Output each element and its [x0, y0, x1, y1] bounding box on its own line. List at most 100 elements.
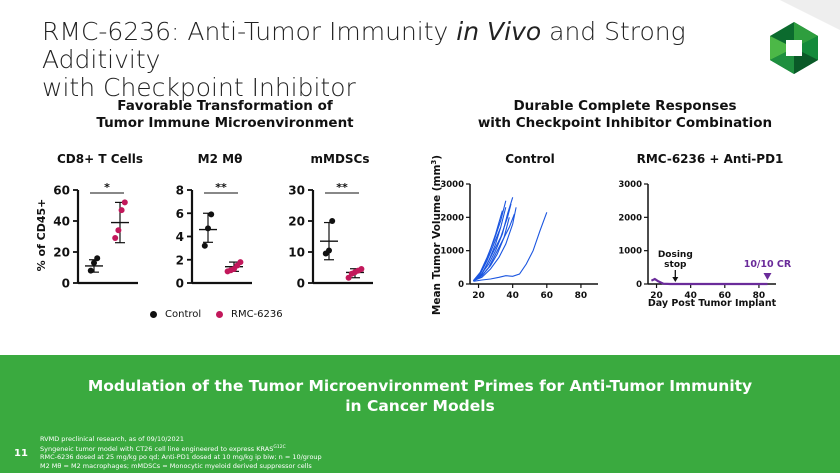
- y-tick-label: 2000: [440, 213, 464, 223]
- right-heading-line2: with Checkpoint Inhibitor Combination: [477, 115, 773, 131]
- y-tick-label: 2: [176, 253, 184, 267]
- right-heading-line1: Durable Complete Responses: [513, 98, 737, 114]
- y-tick-label: 6: [176, 207, 184, 221]
- chart-title-mmdsc: mMDSCs: [310, 152, 370, 166]
- data-point: [115, 227, 122, 234]
- footnote-1: RVMD preclinical research, as of 09/10/2…: [40, 435, 184, 443]
- data-point: [94, 255, 101, 262]
- data-point: [91, 259, 97, 266]
- page-number: 11: [14, 448, 28, 459]
- corner-decoration: [780, 0, 840, 30]
- title-italic: in Vivo: [456, 17, 542, 46]
- slide-title: RMC-6236: Anti-Tumor Immunity in Vivo an…: [42, 18, 742, 102]
- y-tick-label: 4: [176, 230, 184, 244]
- chart-title-cd8: CD8+ T Cells: [56, 152, 144, 166]
- y-tick-label: 8: [176, 184, 184, 198]
- data-point: [87, 267, 94, 274]
- right-y-axis-label-sup: 3: [430, 160, 438, 165]
- cr-marker: [763, 273, 772, 280]
- charts-canvas: % of CD45+ Mean Tumor Volume (mm3) Day P…: [35, 155, 792, 315]
- y-tick-label: 0: [458, 280, 464, 290]
- series-line: [473, 212, 548, 282]
- footnotes: RVMD preclinical research, as of 09/10/2…: [40, 435, 322, 471]
- title-part1: RMC-6236: Anti-Tumor Immunity: [42, 17, 457, 46]
- banner-text: Modulation of the Tumor Microenvironment…: [60, 376, 780, 416]
- significance-label: **: [215, 181, 227, 194]
- x-tick-label: 60: [541, 291, 554, 301]
- x-tick-label: 60: [719, 291, 732, 301]
- y-tick-label: 3000: [618, 180, 642, 190]
- y-tick-label: 60: [53, 184, 70, 198]
- y-tick-label: 20: [288, 215, 305, 229]
- y-tick-label: 2000: [618, 213, 642, 223]
- banner-line2: in Cancer Models: [345, 397, 495, 415]
- legend-control-dot: [150, 310, 157, 318]
- data-point: [118, 207, 125, 214]
- legend-control-label: Control: [165, 309, 202, 320]
- dosing-arrow-head: [672, 277, 679, 282]
- series-line: [473, 197, 514, 282]
- y-tick-label: 1000: [440, 247, 464, 257]
- legend-treated-label: RMC-6236: [231, 309, 283, 320]
- data-point: [112, 235, 119, 242]
- data-point: [205, 225, 211, 232]
- cr-annotation: 10/10 CR: [744, 259, 792, 270]
- y-tick-label: 1000: [618, 247, 642, 257]
- data-point: [237, 259, 244, 266]
- left-y-axis-label: % of CD45+: [35, 199, 48, 272]
- x-tick-label: 80: [753, 291, 766, 301]
- y-tick-label: 3000: [440, 180, 464, 190]
- series-line: [472, 200, 507, 282]
- chart-title-combo: RMC-6236 + Anti-PD1: [636, 152, 784, 166]
- data-point: [121, 199, 128, 206]
- y-tick-label: 10: [288, 246, 305, 260]
- footnote-3: RMC-6236 dosed at 25 mg/kg po qd; Anti-P…: [40, 453, 322, 462]
- title-line2: with Checkpoint Inhibitor: [42, 73, 356, 102]
- legend-control: Control: [150, 309, 201, 320]
- series-line: [650, 277, 768, 286]
- series-line: [473, 207, 507, 282]
- x-tick-label: 40: [684, 291, 697, 301]
- data-point: [358, 266, 365, 273]
- data-point: [345, 274, 352, 281]
- banner-line1: Modulation of the Tumor Microenvironment…: [87, 377, 753, 395]
- left-heading-line1: Favorable Transformation of: [117, 98, 333, 114]
- x-tick-label: 20: [472, 291, 485, 301]
- significance-label: **: [336, 181, 348, 194]
- x-tick-label: 80: [575, 291, 588, 301]
- right-y-axis-label: Mean Tumor Volume (mm3): [430, 155, 443, 315]
- significance-label: *: [104, 181, 110, 194]
- dosing-annotation-line1: Dosing: [658, 250, 693, 260]
- series-line: [473, 207, 517, 282]
- left-heading-line2: Tumor Immune Microenvironment: [96, 115, 354, 131]
- x-tick-label: 40: [506, 291, 519, 301]
- footnote-2-text: Syngeneic tumor model with CT26 cell lin…: [40, 444, 274, 453]
- right-x-axis-label: Day Post Tumor Implant: [648, 298, 777, 309]
- x-tick-label: 20: [650, 291, 663, 301]
- chart-title-control: Control: [505, 152, 555, 166]
- dosing-annotation-line2: stop: [664, 260, 687, 270]
- title-part2: and Strong Additivity: [42, 17, 686, 74]
- y-tick-label: 0: [176, 277, 184, 291]
- y-tick-label: 0: [62, 277, 70, 291]
- left-panel-heading: Favorable Transformation of Tumor Immune…: [70, 98, 380, 132]
- chart-title-m2: M2 Mθ: [197, 152, 243, 166]
- data-point: [201, 242, 208, 249]
- company-logo-icon: [770, 22, 818, 74]
- y-tick-label: 40: [53, 215, 70, 229]
- y-tick-label: 0: [297, 277, 305, 291]
- legend-treated-dot: [216, 310, 223, 318]
- right-panel-heading: Durable Complete Responses with Checkpoi…: [470, 98, 780, 132]
- footnote-4: M2 Mθ = M2 macrophages; mMDSCs = Monocyt…: [40, 461, 312, 470]
- y-tick-label: 20: [53, 246, 70, 260]
- y-tick-label: 30: [288, 184, 305, 198]
- footnote-2: Syngeneic tumor model with CT26 cell lin…: [40, 444, 322, 454]
- legend-treated: RMC-6236: [216, 309, 283, 320]
- right-y-axis-label-end: ): [431, 155, 443, 160]
- data-point: [329, 218, 336, 224]
- y-tick-label: 0: [636, 280, 642, 290]
- data-point: [208, 211, 215, 218]
- series-line: [473, 217, 510, 282]
- bottom-banner: [0, 355, 840, 473]
- footnote-2-sup: G12C: [273, 444, 286, 450]
